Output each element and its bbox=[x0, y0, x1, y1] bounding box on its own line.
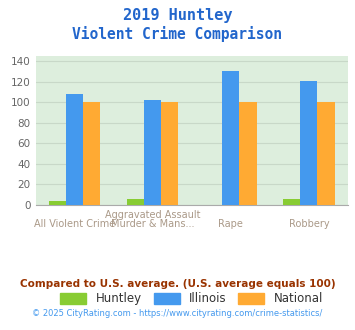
Bar bbox=[127, 199, 144, 205]
Bar bbox=[317, 102, 335, 205]
Bar bbox=[283, 199, 300, 205]
Legend: Huntley, Illinois, National: Huntley, Illinois, National bbox=[55, 288, 328, 310]
Bar bbox=[66, 94, 83, 205]
Text: Robbery: Robbery bbox=[289, 219, 329, 229]
Bar bbox=[161, 102, 179, 205]
Bar bbox=[222, 72, 239, 205]
Text: Compared to U.S. average. (U.S. average equals 100): Compared to U.S. average. (U.S. average … bbox=[20, 279, 335, 289]
Text: Rape: Rape bbox=[218, 219, 243, 229]
Bar bbox=[300, 81, 317, 205]
Bar bbox=[49, 201, 66, 205]
Text: All Violent Crime: All Violent Crime bbox=[34, 219, 115, 229]
Text: © 2025 CityRating.com - https://www.cityrating.com/crime-statistics/: © 2025 CityRating.com - https://www.city… bbox=[32, 309, 323, 317]
Bar bbox=[83, 102, 100, 205]
Text: Aggravated Assault: Aggravated Assault bbox=[105, 210, 201, 219]
Text: Violent Crime Comparison: Violent Crime Comparison bbox=[72, 26, 283, 42]
Text: 2019 Huntley: 2019 Huntley bbox=[123, 8, 232, 23]
Text: Murder & Mans...: Murder & Mans... bbox=[111, 219, 195, 229]
Bar bbox=[239, 102, 257, 205]
Bar bbox=[144, 100, 161, 205]
